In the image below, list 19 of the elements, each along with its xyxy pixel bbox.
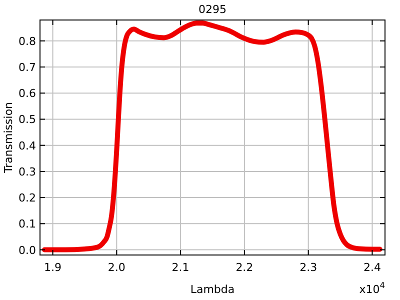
y-tick-label: 0.6	[18, 87, 36, 100]
x-tick-label: 2.3	[300, 261, 318, 274]
y-tick-label: 0.1	[18, 218, 36, 231]
text: x10$^{4}$	[359, 280, 385, 296]
y-tick-label: 0.3	[18, 165, 36, 178]
x-axis-title: Lambda	[190, 283, 235, 296]
x-tick-label: 2.2	[236, 261, 254, 274]
y-tick-label: 0.0	[18, 244, 36, 257]
x-tick-label: 2.0	[108, 261, 126, 274]
x-tick-label: 1.9	[44, 261, 62, 274]
y-tick-label: 0.7	[18, 61, 36, 74]
y-axis-title: Transmission	[2, 102, 15, 174]
y-tick-label: 0.4	[18, 139, 36, 152]
y-tick-label: 0.5	[18, 113, 36, 126]
x-tick-label: 2.4	[363, 261, 381, 274]
y-tick-label: 0.8	[18, 34, 36, 48]
x-tick-label: 2.1	[172, 261, 190, 274]
y-tick-label: 0.2	[18, 192, 36, 205]
chart-title: 0295	[198, 3, 226, 16]
